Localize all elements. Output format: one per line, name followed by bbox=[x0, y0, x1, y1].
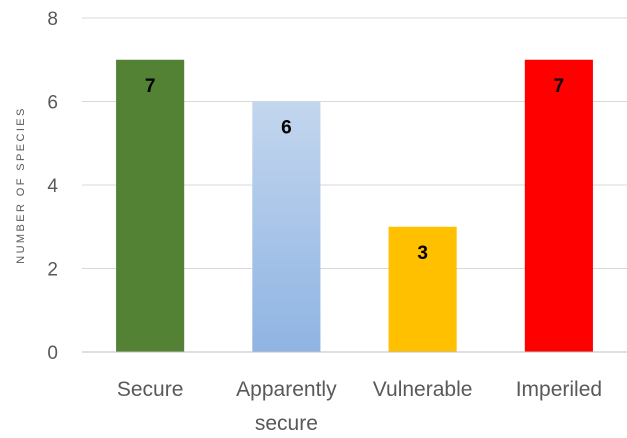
y-tick-label: 8 bbox=[47, 9, 58, 30]
bar bbox=[116, 59, 185, 352]
data-label: 3 bbox=[417, 243, 428, 264]
y-axis-label: NUMBER OF SPECIES bbox=[15, 106, 27, 264]
bar bbox=[524, 59, 593, 352]
x-tick-label: Secure bbox=[117, 378, 184, 401]
bar bbox=[388, 226, 457, 352]
x-tick-label: Imperiled bbox=[516, 378, 602, 401]
x-tick-label: secure bbox=[255, 412, 318, 435]
data-label: 6 bbox=[281, 118, 292, 139]
y-tick-labels: 0 2 4 6 8 bbox=[47, 9, 58, 364]
x-tick-labels: Secure Apparently secure Vulnerable Imperile… bbox=[117, 378, 602, 435]
y-tick-label: 0 bbox=[47, 343, 58, 364]
bar bbox=[252, 101, 321, 352]
data-label: 7 bbox=[145, 76, 156, 97]
y-tick-label: 4 bbox=[47, 176, 58, 197]
data-label: 7 bbox=[554, 76, 565, 97]
bars bbox=[116, 59, 593, 352]
y-tick-label: 2 bbox=[47, 260, 58, 281]
x-tick-label: Apparently bbox=[236, 378, 337, 401]
x-tick-label: Vulnerable bbox=[373, 378, 473, 401]
data-labels: 7 6 3 7 bbox=[145, 76, 564, 264]
y-tick-label: 6 bbox=[47, 93, 58, 114]
